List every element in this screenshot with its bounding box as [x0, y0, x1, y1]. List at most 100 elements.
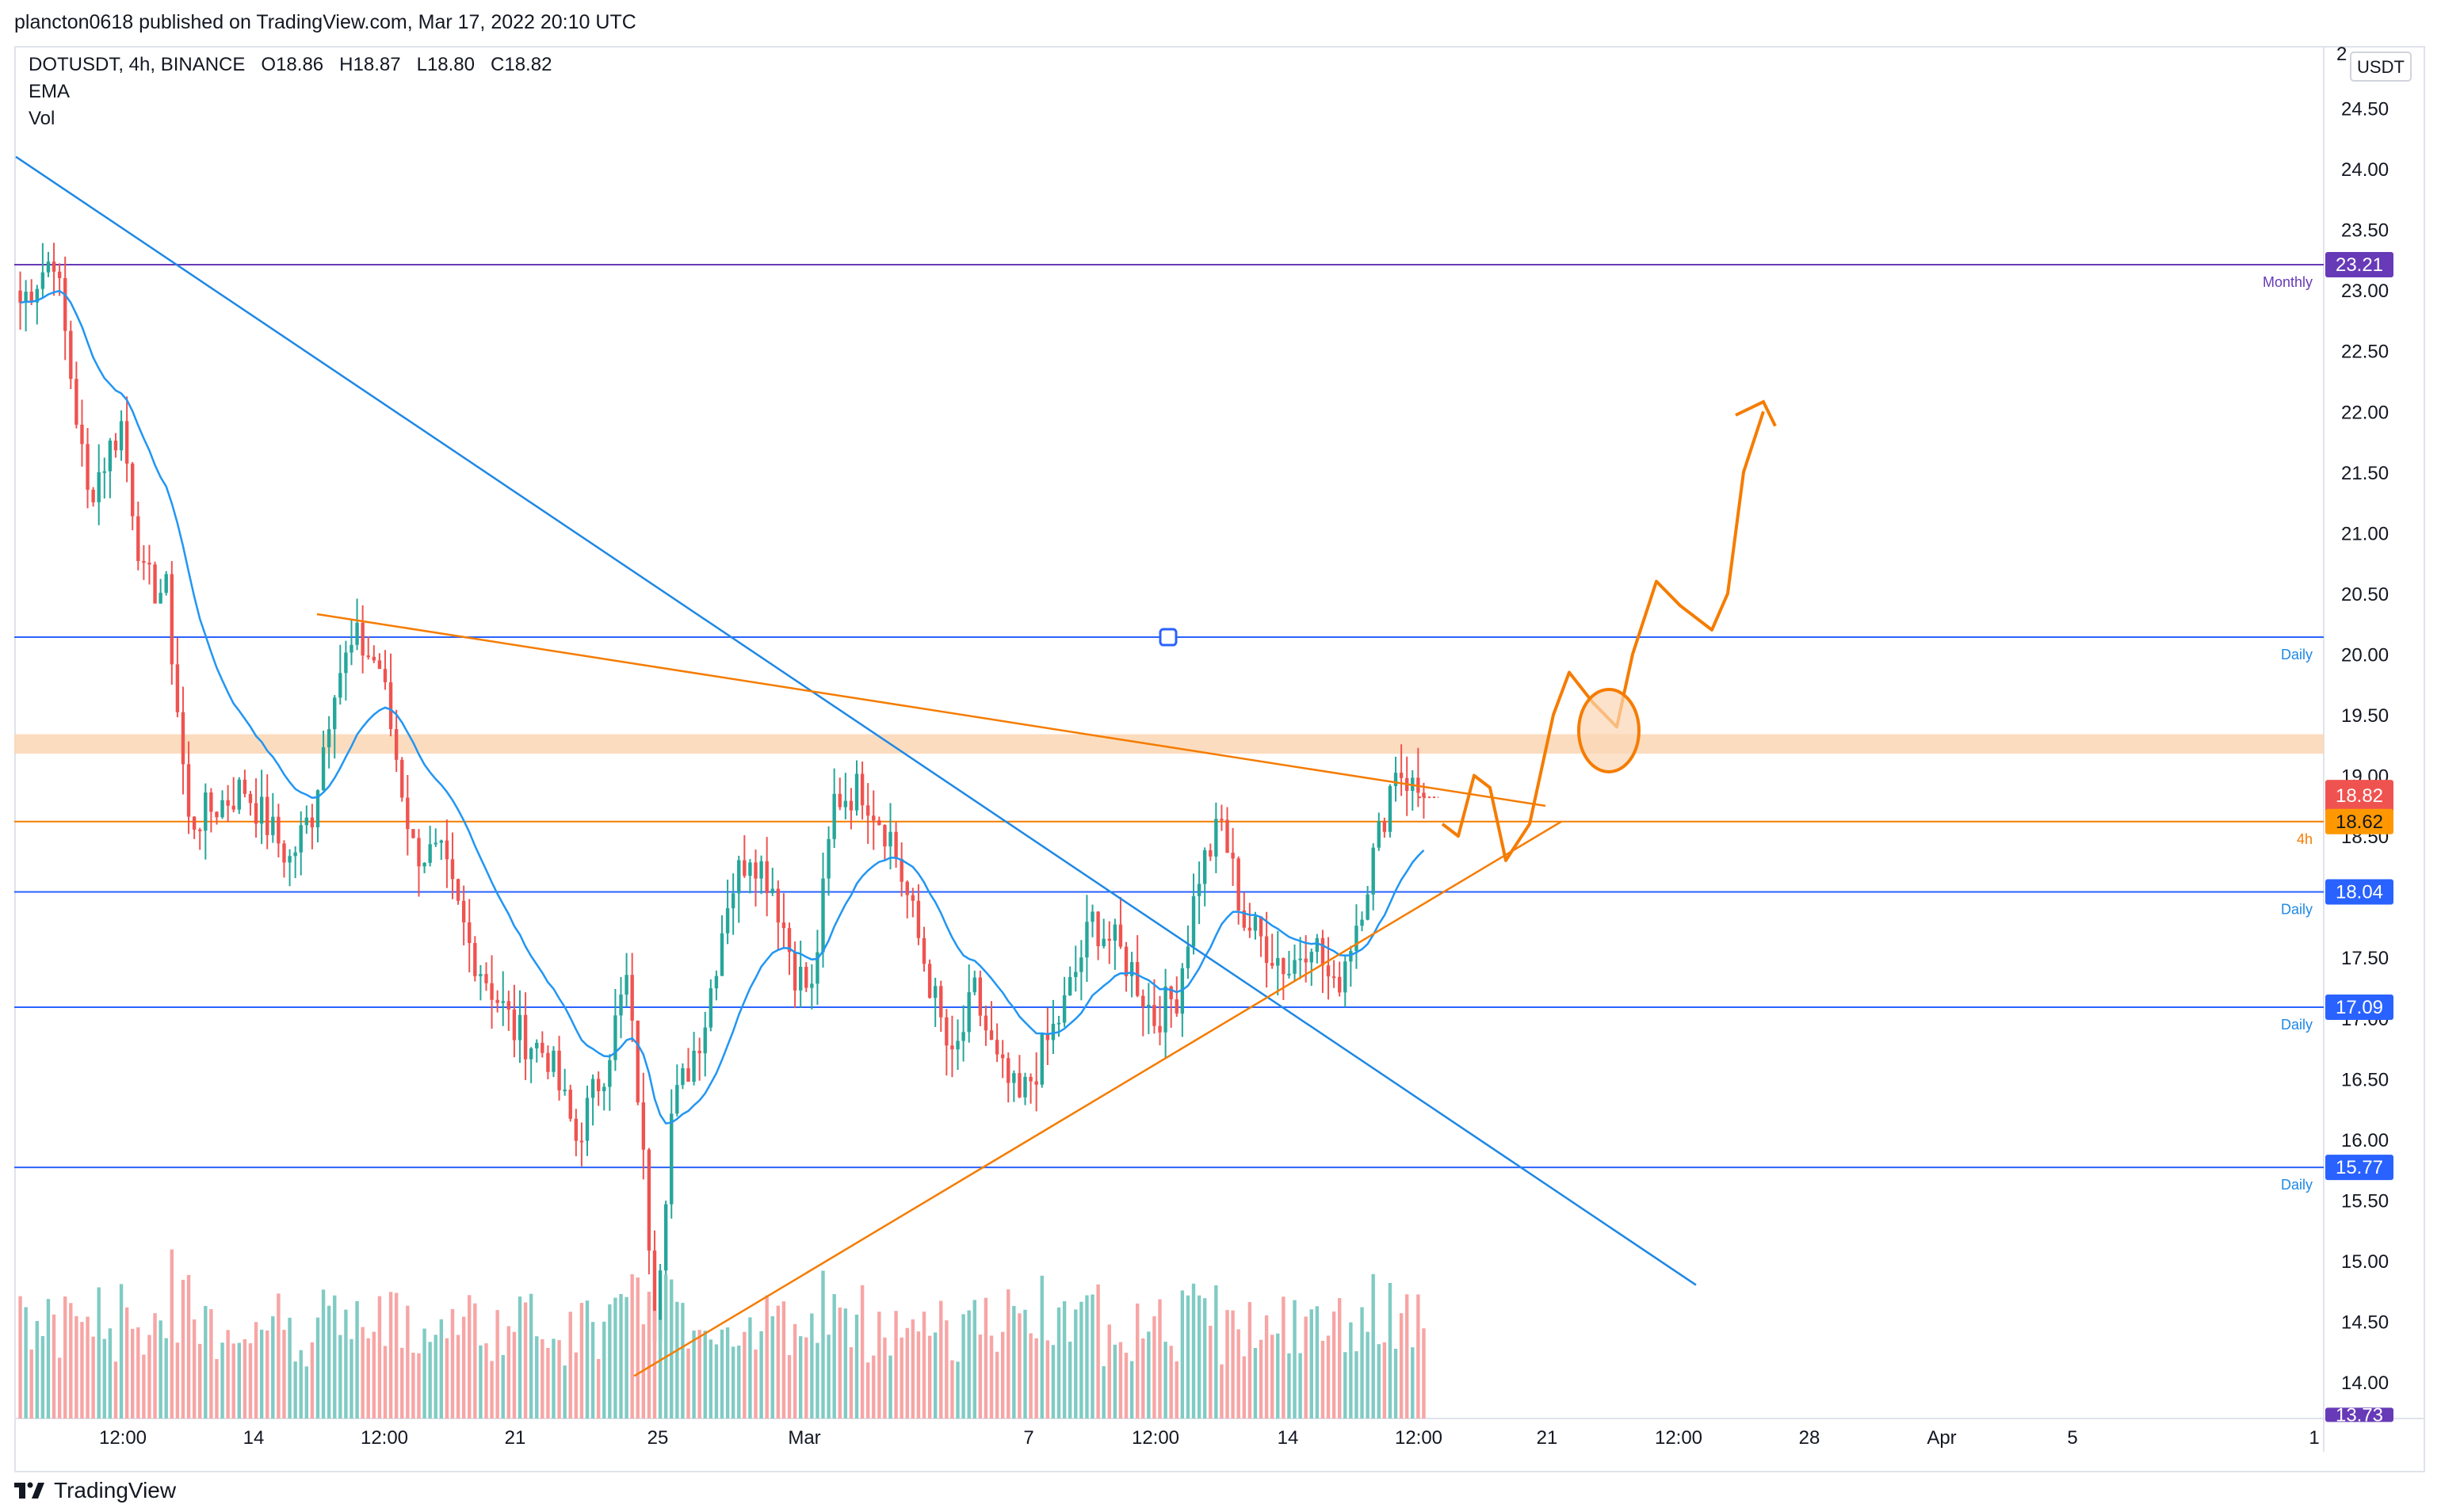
candle: [1371, 843, 1375, 911]
resistance-zone: [14, 734, 2324, 754]
candle-body: [259, 796, 264, 824]
candle-body: [18, 290, 22, 304]
x-tick-7: 12:00: [1132, 1427, 1179, 1449]
candle: [1169, 985, 1173, 1028]
candle: [1175, 976, 1178, 1018]
legend-high: 18.87: [353, 54, 401, 75]
candle: [523, 992, 528, 1080]
candle-body: [1349, 951, 1353, 962]
candle: [1231, 827, 1235, 887]
candle-body: [1000, 1054, 1005, 1059]
volume-bar: [737, 1345, 741, 1418]
candle: [1158, 995, 1162, 1046]
candle-body: [304, 817, 309, 826]
currency-badge-bg[interactable]: [2350, 52, 2412, 82]
candle: [1259, 916, 1263, 957]
candle: [1220, 804, 1224, 831]
volume-bar: [1197, 1295, 1201, 1418]
candle-body: [1175, 999, 1178, 1014]
candle: [670, 1089, 674, 1219]
candle: [1000, 1040, 1005, 1079]
candle-body: [344, 652, 348, 674]
legend-ema[interactable]: EMA: [29, 81, 71, 102]
volume-bar: [484, 1343, 488, 1418]
candle: [74, 361, 78, 429]
candle-body: [450, 859, 455, 880]
volume-bar: [1242, 1356, 1246, 1418]
volume-bar: [1191, 1283, 1196, 1418]
volume-bar: [259, 1329, 264, 1418]
volume-bar: [377, 1296, 382, 1418]
volume-bar: [681, 1303, 685, 1418]
candle: [568, 1084, 572, 1122]
candle: [596, 1071, 601, 1106]
candle: [535, 1039, 539, 1063]
volume-bar: [1349, 1322, 1353, 1418]
candle-body: [1293, 960, 1297, 974]
candle-body: [186, 764, 191, 817]
candle: [271, 792, 275, 843]
volume-bar: [972, 1300, 976, 1418]
candle-body: [383, 669, 388, 682]
candle: [1062, 976, 1067, 1027]
candle: [1051, 999, 1056, 1055]
candle: [697, 1037, 701, 1081]
volume-bar: [271, 1316, 275, 1418]
candle-body: [602, 1086, 606, 1092]
volume-bar: [1331, 1311, 1336, 1418]
candle-body: [883, 825, 887, 847]
volume-bar: [1338, 1298, 1342, 1418]
candle: [315, 789, 320, 843]
candle-body: [759, 861, 763, 879]
volume-bar: [350, 1338, 353, 1418]
volume-bar: [1169, 1346, 1173, 1418]
volume-bar: [827, 1334, 831, 1418]
volume-bar: [1062, 1301, 1067, 1418]
volume-bar: [1118, 1342, 1123, 1418]
volume-bar: [411, 1353, 415, 1418]
candle: [372, 645, 376, 663]
volume-bar: [1405, 1294, 1409, 1418]
volume-bar: [501, 1354, 505, 1418]
volume-bar: [181, 1280, 185, 1418]
candle: [181, 686, 185, 795]
candle: [434, 828, 437, 847]
candle: [327, 716, 331, 769]
candle: [1276, 930, 1280, 996]
volume-bar: [1276, 1333, 1280, 1418]
volume-bar: [748, 1317, 752, 1418]
candle-body: [97, 472, 101, 502]
volume-bar: [136, 1327, 140, 1418]
candle-body: [282, 843, 286, 863]
volume-bar: [585, 1300, 590, 1418]
candle: [1079, 940, 1083, 1001]
volume-bar: [1040, 1275, 1044, 1418]
volume-bar: [102, 1338, 106, 1418]
volume-bar: [1354, 1351, 1358, 1418]
volume-bar: [1045, 1340, 1050, 1418]
candle-body: [1074, 972, 1078, 977]
legend-symbol: DOTUSDT, 4h, BINANCE O18.86 H18.87 L18.8…: [29, 54, 552, 76]
candle-body: [995, 1040, 999, 1055]
candle: [692, 1032, 696, 1086]
candle-body: [967, 992, 971, 1033]
candle-body: [80, 424, 84, 445]
candle: [1202, 847, 1207, 907]
volume-bar: [709, 1339, 713, 1418]
candle: [608, 1054, 612, 1111]
volume-bar: [231, 1343, 235, 1418]
candle: [810, 964, 814, 1010]
candle: [872, 790, 876, 850]
candle-body: [1225, 819, 1229, 853]
legend-vol[interactable]: Vol: [29, 108, 55, 129]
candle-body: [209, 792, 213, 812]
level-label-2: Daily: [2281, 902, 2313, 918]
candle-body: [832, 793, 836, 839]
candle: [506, 991, 511, 1031]
volume-bar: [394, 1292, 399, 1418]
volume-bar: [142, 1354, 146, 1418]
tradingview-logo[interactable]: TradingView: [14, 1472, 176, 1509]
candle-body: [119, 421, 124, 451]
candle: [636, 1020, 640, 1105]
